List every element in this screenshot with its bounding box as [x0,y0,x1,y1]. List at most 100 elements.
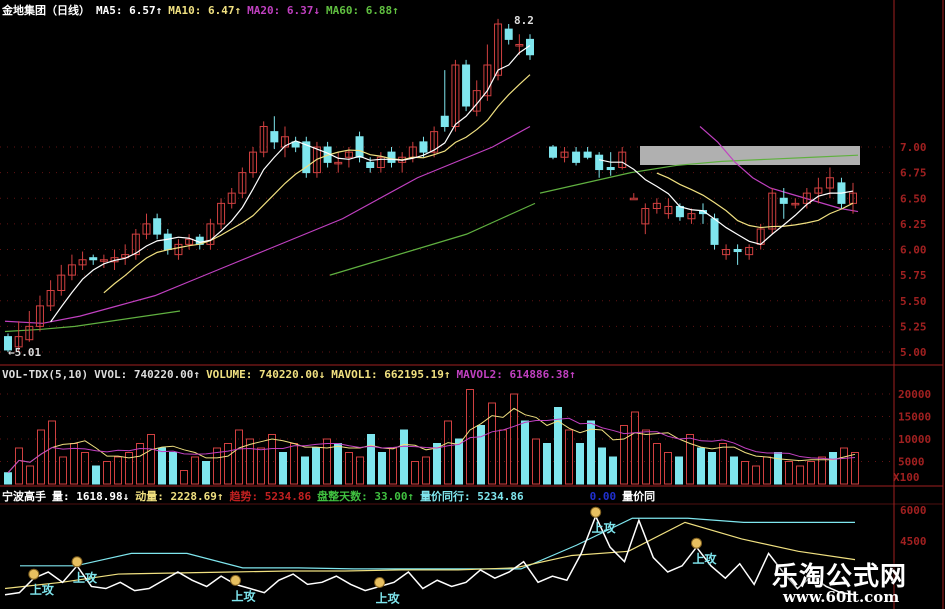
volume-bar [653,443,661,485]
signal-marker-icon [590,506,602,518]
volume-bar [543,443,551,485]
volume-bar [290,443,298,485]
volume-tick: 20000 [898,388,931,401]
volume-bar [158,447,166,485]
left-candle [78,259,87,266]
volume-bar [664,452,672,485]
right-candle [664,205,673,215]
right-candle [595,154,604,171]
volume-bar [48,420,56,485]
low-annotation: ←5.01 [8,346,41,359]
price-tick: 5.25 [900,320,927,333]
volume-bar [136,443,144,485]
indicator-legend: 宁波高手 量: 1618.98↓ 动量: 2228.69↑ 趋势: 5234.86 盘整… [2,488,661,504]
left-candle [526,38,534,56]
right-candle [825,177,834,189]
left-candle [270,131,279,143]
volume-bar [378,452,386,485]
signal-label: 上攻 [232,588,257,603]
price-tick: 6.50 [900,192,927,205]
volume-bar [642,429,650,485]
blue-value: 0.00 [589,490,617,503]
white-line [4,514,856,596]
ma20-line [699,126,859,213]
tail-label: 量价同 [622,490,656,503]
right-candle [710,218,719,245]
signal-marker-icon [71,556,83,568]
volume-bar [675,456,683,485]
volume-bar [59,456,67,485]
left-candle [504,28,513,40]
left-candle [440,115,449,127]
volume-bar [598,447,606,485]
volume-bar [356,456,364,485]
volume-bar [521,420,529,485]
left-candle [366,161,375,168]
volume-bar [279,452,287,485]
volume-bar [488,402,496,485]
volume-bar [697,447,705,485]
volume-bar [477,425,485,485]
volume-bar [774,452,782,485]
left-candle [153,218,162,235]
right-candle [722,249,731,256]
left-candle [227,192,236,204]
stock-title: 金地集团（日线） [2,4,90,17]
volume-bar [213,447,221,485]
left-candle [387,151,396,163]
volume-bar [92,465,100,485]
left-candle [344,151,353,158]
left-candle [249,151,258,174]
ma60-line [329,202,536,276]
volume-bar [730,456,738,485]
volume-bar [763,456,771,485]
volume-bar [807,461,815,485]
panzheng-label: 盘整天数: 33.00↑ [317,490,415,503]
left-candle [355,136,364,158]
volume-bar [587,420,595,485]
dongliang-label: 动量: 2228.69↑ [135,490,224,503]
right-candle [814,187,823,194]
volume-bar [26,465,34,485]
left-candle [494,23,503,76]
signal-marker-icon [691,537,703,549]
volume-bar [367,434,375,485]
signal-label: 上攻 [30,582,55,597]
volume-bar [235,429,243,485]
volume-bar [719,443,727,485]
left-candle [57,274,66,291]
volume-bar [147,434,155,485]
volume-bar [499,429,507,485]
left-candle [334,161,343,165]
volume-legend: VOL-TDX(5,10) VVOL: 740220.00↑ VOLUME: 740… [2,368,582,381]
yellow-line [4,521,856,590]
vvol-label: VVOL: 740220.00↑ [94,368,201,381]
left-candle [259,126,268,153]
volume-bar [444,420,452,485]
ma10-line [656,172,854,229]
left-candle [35,305,44,327]
volume-bar [400,429,408,485]
left-candle [185,238,194,245]
left-candle [280,136,289,148]
volume-bar [609,456,617,485]
right-candle [560,151,569,158]
volume-bar [345,452,353,485]
signal-label: 上攻 [376,590,401,605]
left-candle [67,264,76,276]
left-candle [99,259,108,262]
volume-bar [510,393,518,485]
signal-label: 上攻 [73,570,98,585]
volume-bar [411,461,419,485]
volume-bar [301,456,309,485]
ma10-line [103,74,531,294]
qushi-label: 趋势: 5234.86 [229,490,312,503]
signal-label: 上攻 [592,520,617,535]
watermark-url: www.60lt.com [783,588,900,606]
volume-bar [708,452,716,485]
left-candle [312,146,321,174]
right-candle [572,151,581,163]
volume-bar [103,461,111,485]
indicator-tick: 4500 [900,535,927,548]
price-tick: 5.00 [900,346,927,359]
